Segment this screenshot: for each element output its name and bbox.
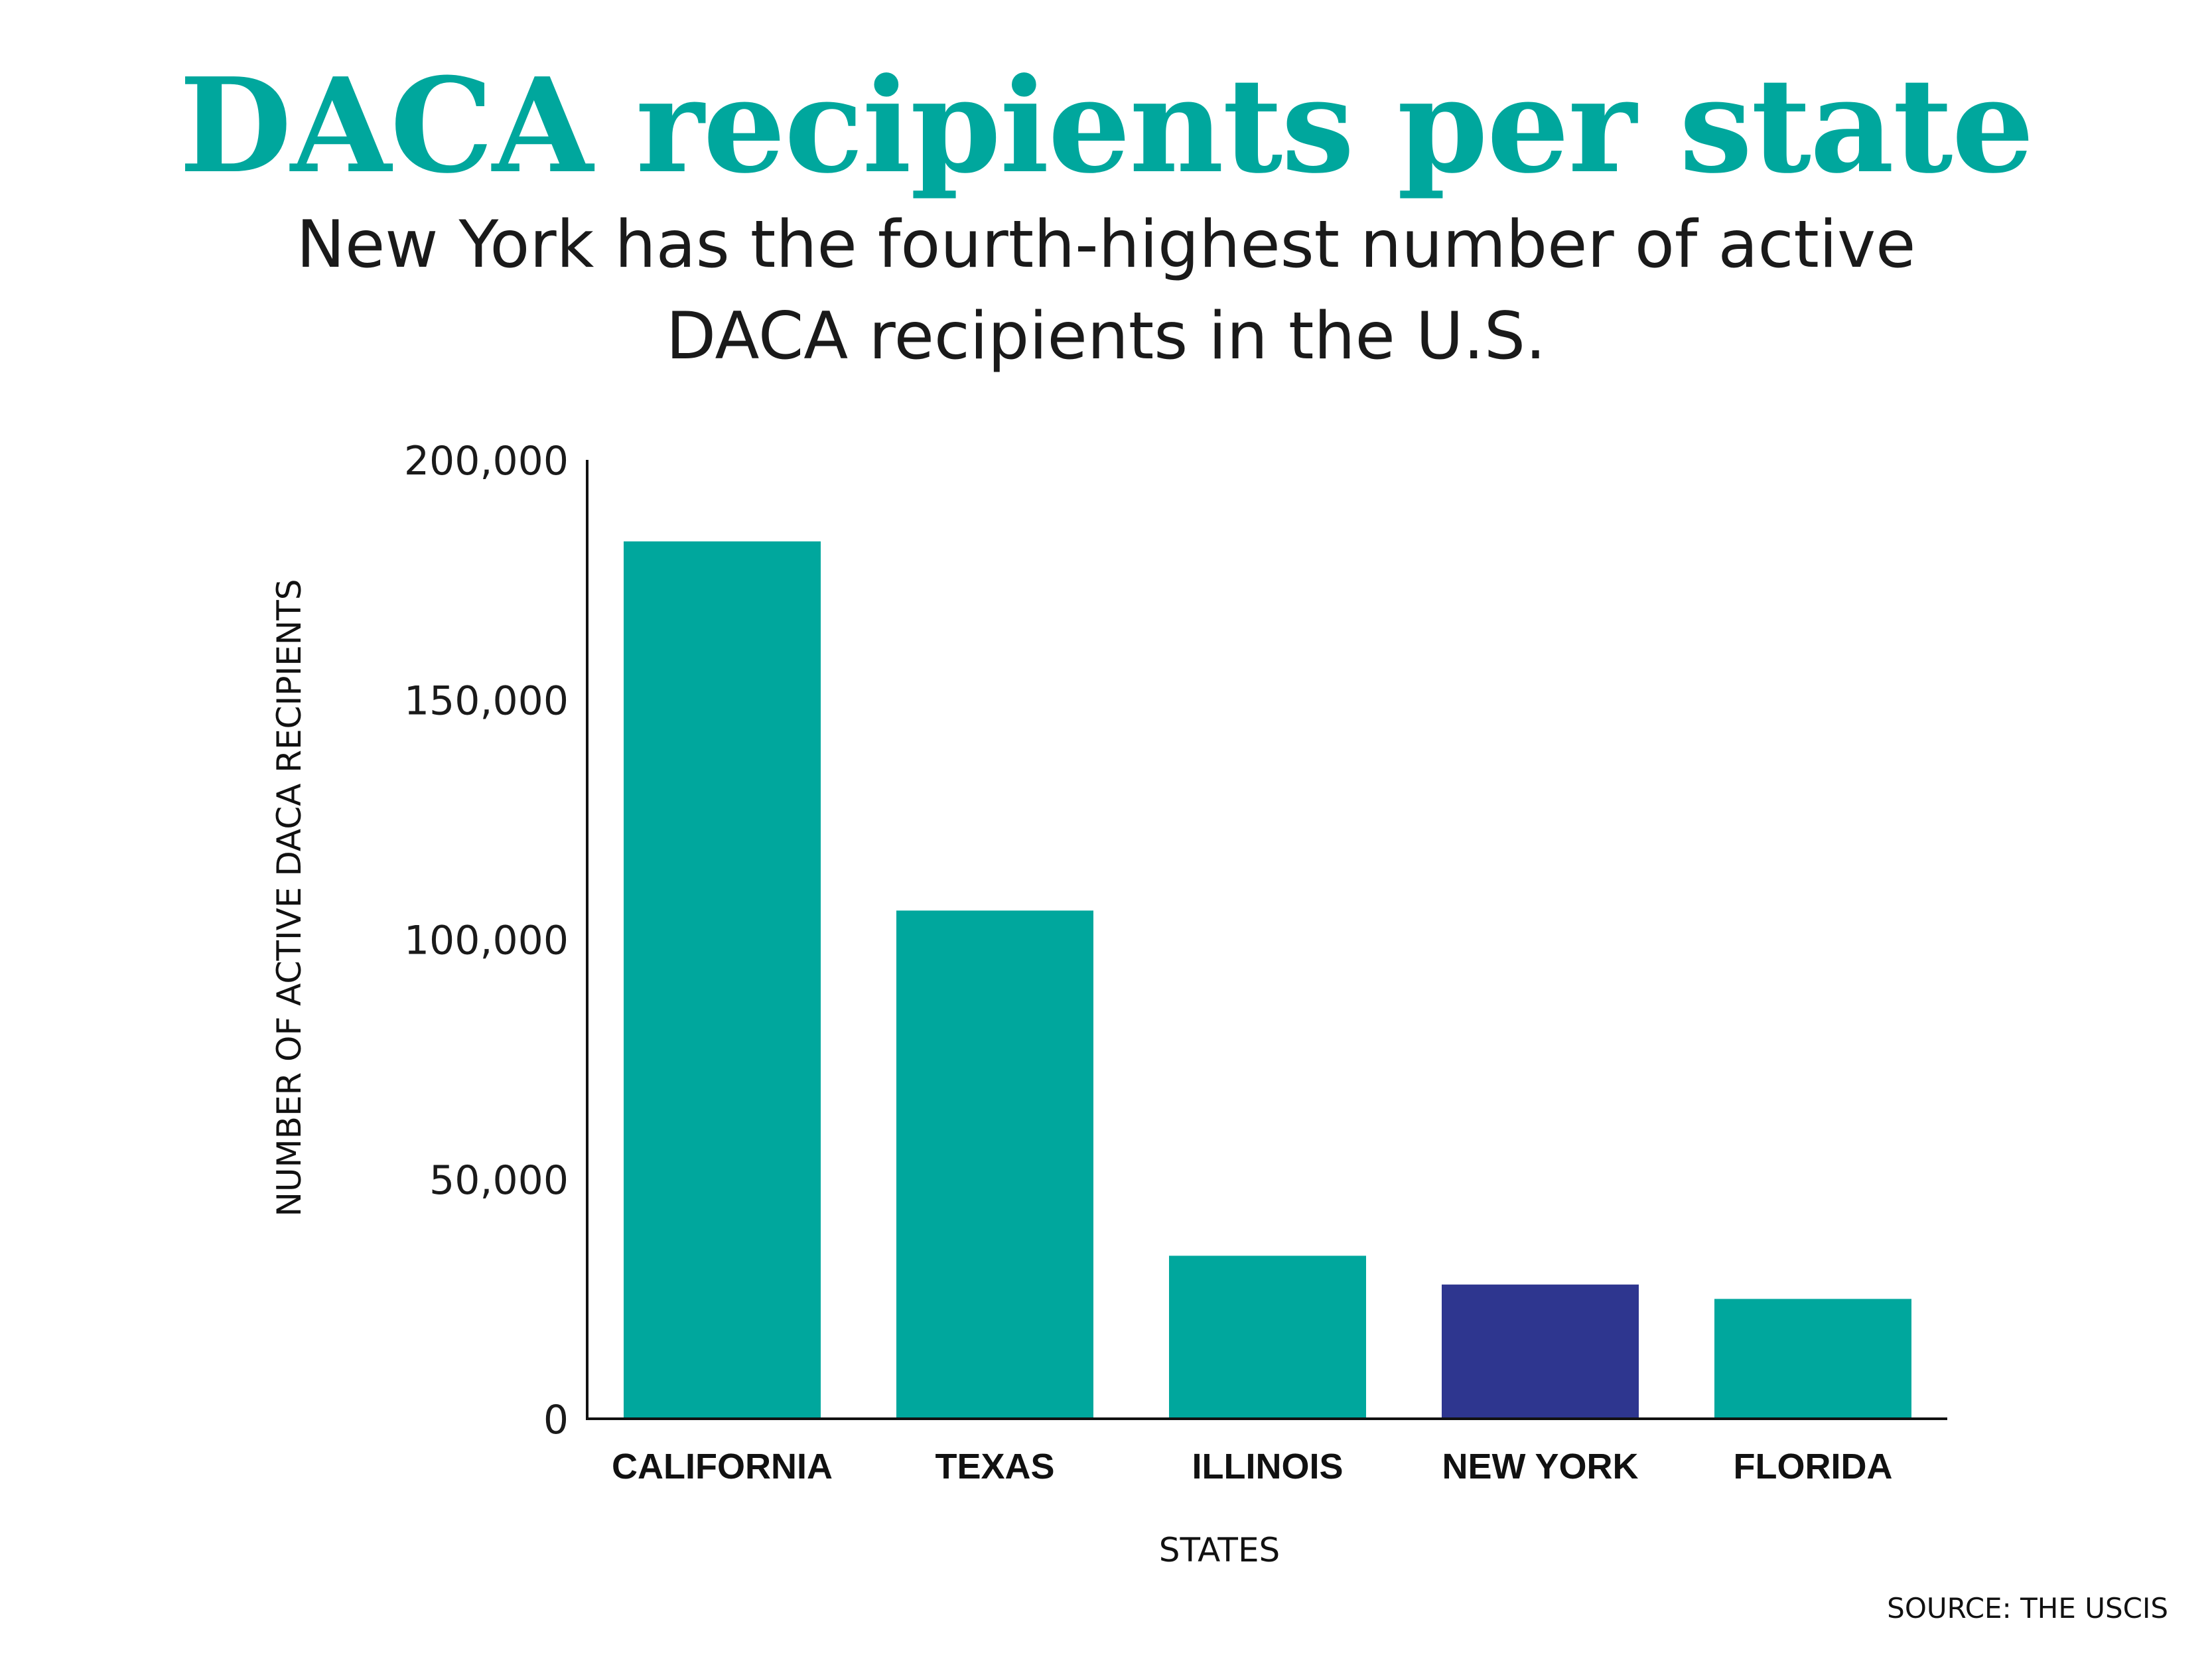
bar-new-york bbox=[1442, 1284, 1639, 1419]
chart-subtitle: New York has the fourth-highest number o… bbox=[296, 207, 1916, 374]
category-label: CALIFORNIA bbox=[612, 1447, 833, 1486]
y-tick-label: 150,000 bbox=[404, 678, 569, 724]
bar-texas bbox=[896, 910, 1093, 1419]
y-tick-label: 100,000 bbox=[404, 918, 569, 964]
category-label: NEW YORK bbox=[1442, 1447, 1638, 1486]
bar-california bbox=[624, 541, 821, 1419]
category-label: FLORIDA bbox=[1734, 1447, 1893, 1486]
y-axis-title: NUMBER OF ACTIVE DACA RECIPIENTS bbox=[270, 579, 309, 1216]
category-label: TEXAS bbox=[935, 1447, 1054, 1486]
source-note: SOURCE: THE USCIS bbox=[1887, 1592, 2168, 1624]
chart-title: DACA recipients per state bbox=[178, 50, 2034, 202]
y-tick-label: 200,000 bbox=[404, 438, 569, 484]
bar-illinois bbox=[1169, 1256, 1366, 1419]
y-tick-label: 50,000 bbox=[429, 1157, 569, 1204]
bar-florida bbox=[1714, 1299, 1911, 1419]
bars-group bbox=[624, 541, 1911, 1419]
x-axis-title: STATES bbox=[1159, 1531, 1280, 1569]
y-tick-labels: 0 50,000 100,000 150,000 200,000 bbox=[404, 438, 569, 1443]
category-label: ILLINOIS bbox=[1192, 1447, 1344, 1486]
category-labels: CALIFORNIA TEXAS ILLINOIS NEW YORK FLORIDA bbox=[612, 1447, 1892, 1486]
y-tick-label: 0 bbox=[543, 1397, 569, 1443]
